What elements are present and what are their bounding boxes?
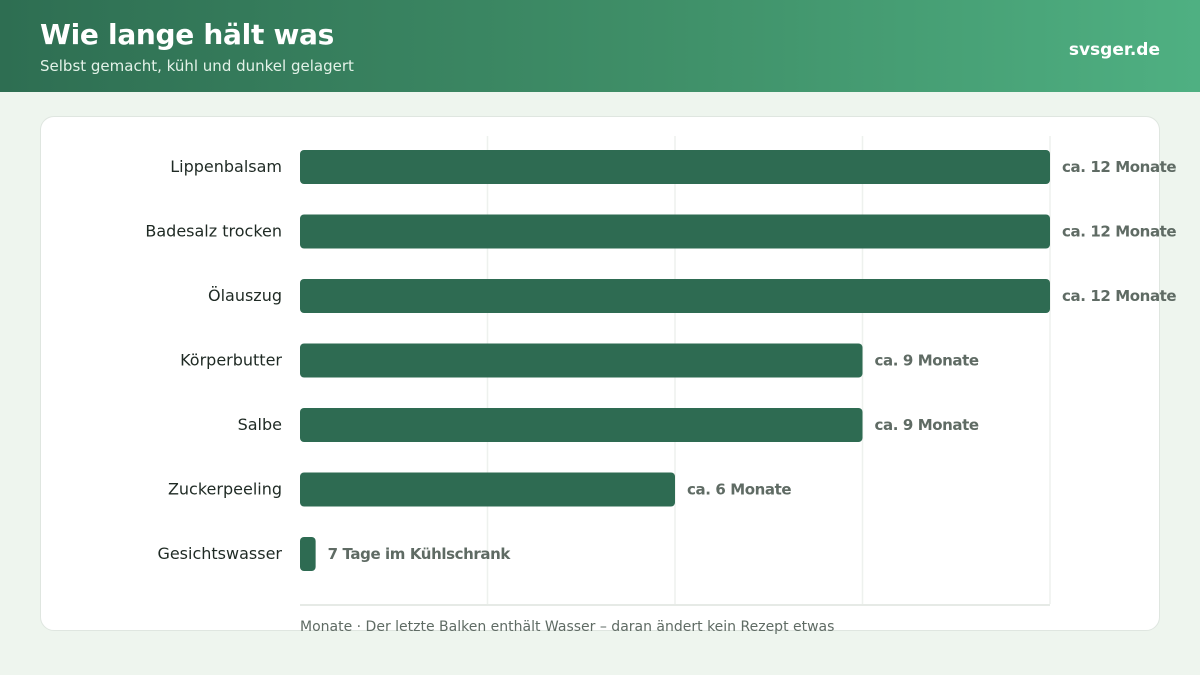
bar <box>300 408 863 442</box>
category-label: Gesichtswasser <box>157 544 282 563</box>
data-label: ca. 12 Monate <box>1062 158 1176 176</box>
category-label: Salbe <box>238 415 282 434</box>
data-label: ca. 12 Monate <box>1062 223 1176 241</box>
data-label: ca. 6 Monate <box>687 481 791 499</box>
bar <box>300 150 1050 184</box>
page-title: Wie lange hält was <box>40 18 335 51</box>
data-label: 7 Tage im Kühlschrank <box>328 545 512 563</box>
bar <box>300 279 1050 313</box>
chart-footnote: Monate · Der letzte Balken enthält Wasse… <box>300 619 835 635</box>
page-subtitle: Selbst gemacht, kühl und dunkel gelagert <box>40 57 354 75</box>
category-label: Lippenbalsam <box>170 157 282 176</box>
header-banner: Wie lange hält was Selbst gemacht, kühl … <box>0 0 1200 92</box>
data-label: ca. 12 Monate <box>1062 287 1176 305</box>
bar <box>300 343 863 378</box>
bar <box>300 472 675 507</box>
brand-logo-text[interactable]: svsger.de <box>1068 40 1160 60</box>
category-label: Ölauszug <box>208 286 282 305</box>
category-label: Badesalz trocken <box>145 222 282 241</box>
bar <box>300 214 1050 249</box>
data-label: ca. 9 Monate <box>875 352 979 370</box>
data-label: ca. 9 Monate <box>875 416 979 434</box>
bar <box>300 537 316 571</box>
category-label: Körperbutter <box>180 351 282 370</box>
category-label: Zuckerpeeling <box>168 480 282 499</box>
